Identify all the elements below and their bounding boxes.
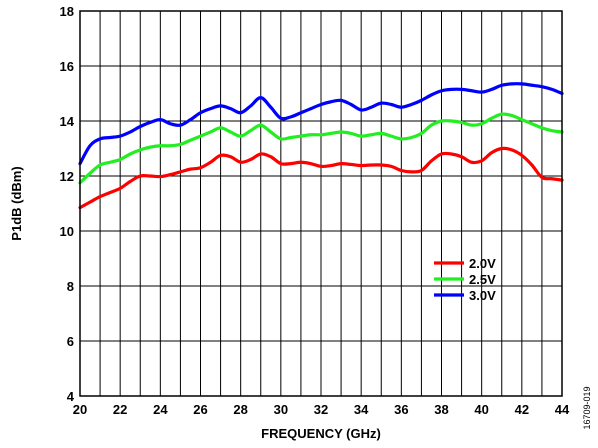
x-tick-label: 34 (354, 402, 369, 417)
y-tick-label: 8 (67, 279, 74, 294)
grid (80, 11, 562, 396)
y-tick-label: 10 (60, 224, 74, 239)
figure-id: 16709-019 (582, 386, 592, 429)
series-lines (78, 82, 564, 210)
x-tick-label: 26 (193, 402, 207, 417)
series-line-20V (78, 146, 564, 210)
x-tick-label: 38 (434, 402, 448, 417)
x-tick-label: 32 (314, 402, 328, 417)
legend-label: 2.0V (469, 256, 496, 271)
series-line-25V (78, 112, 564, 185)
legend: 2.0V2.5V3.0V (434, 256, 496, 303)
y-tick-label: 18 (60, 4, 74, 19)
x-tick-label: 36 (394, 402, 408, 417)
y-axis-title: P1dB (dBm) (9, 166, 24, 240)
x-tick-label: 30 (274, 402, 288, 417)
x-tick-label: 22 (113, 402, 127, 417)
plot-frame (79, 10, 563, 397)
x-tick-label: 42 (515, 402, 529, 417)
x-tick-label: 40 (474, 402, 488, 417)
legend-label: 3.0V (469, 288, 496, 303)
x-tick-label: 20 (73, 402, 87, 417)
x-axis-title: FREQUENCY (GHz) (261, 426, 381, 441)
x-tick-label: 24 (153, 402, 168, 417)
y-tick-label: 6 (67, 334, 74, 349)
x-tick-label: 28 (233, 402, 247, 417)
y-tick-label: 16 (60, 59, 74, 74)
y-tick-label: 14 (60, 114, 75, 129)
x-tick-label: 44 (555, 402, 570, 417)
y-tick-label: 12 (60, 169, 74, 184)
legend-label: 2.5V (469, 272, 496, 287)
series-line-30V (78, 82, 564, 166)
y-tick-label: 4 (67, 389, 75, 404)
